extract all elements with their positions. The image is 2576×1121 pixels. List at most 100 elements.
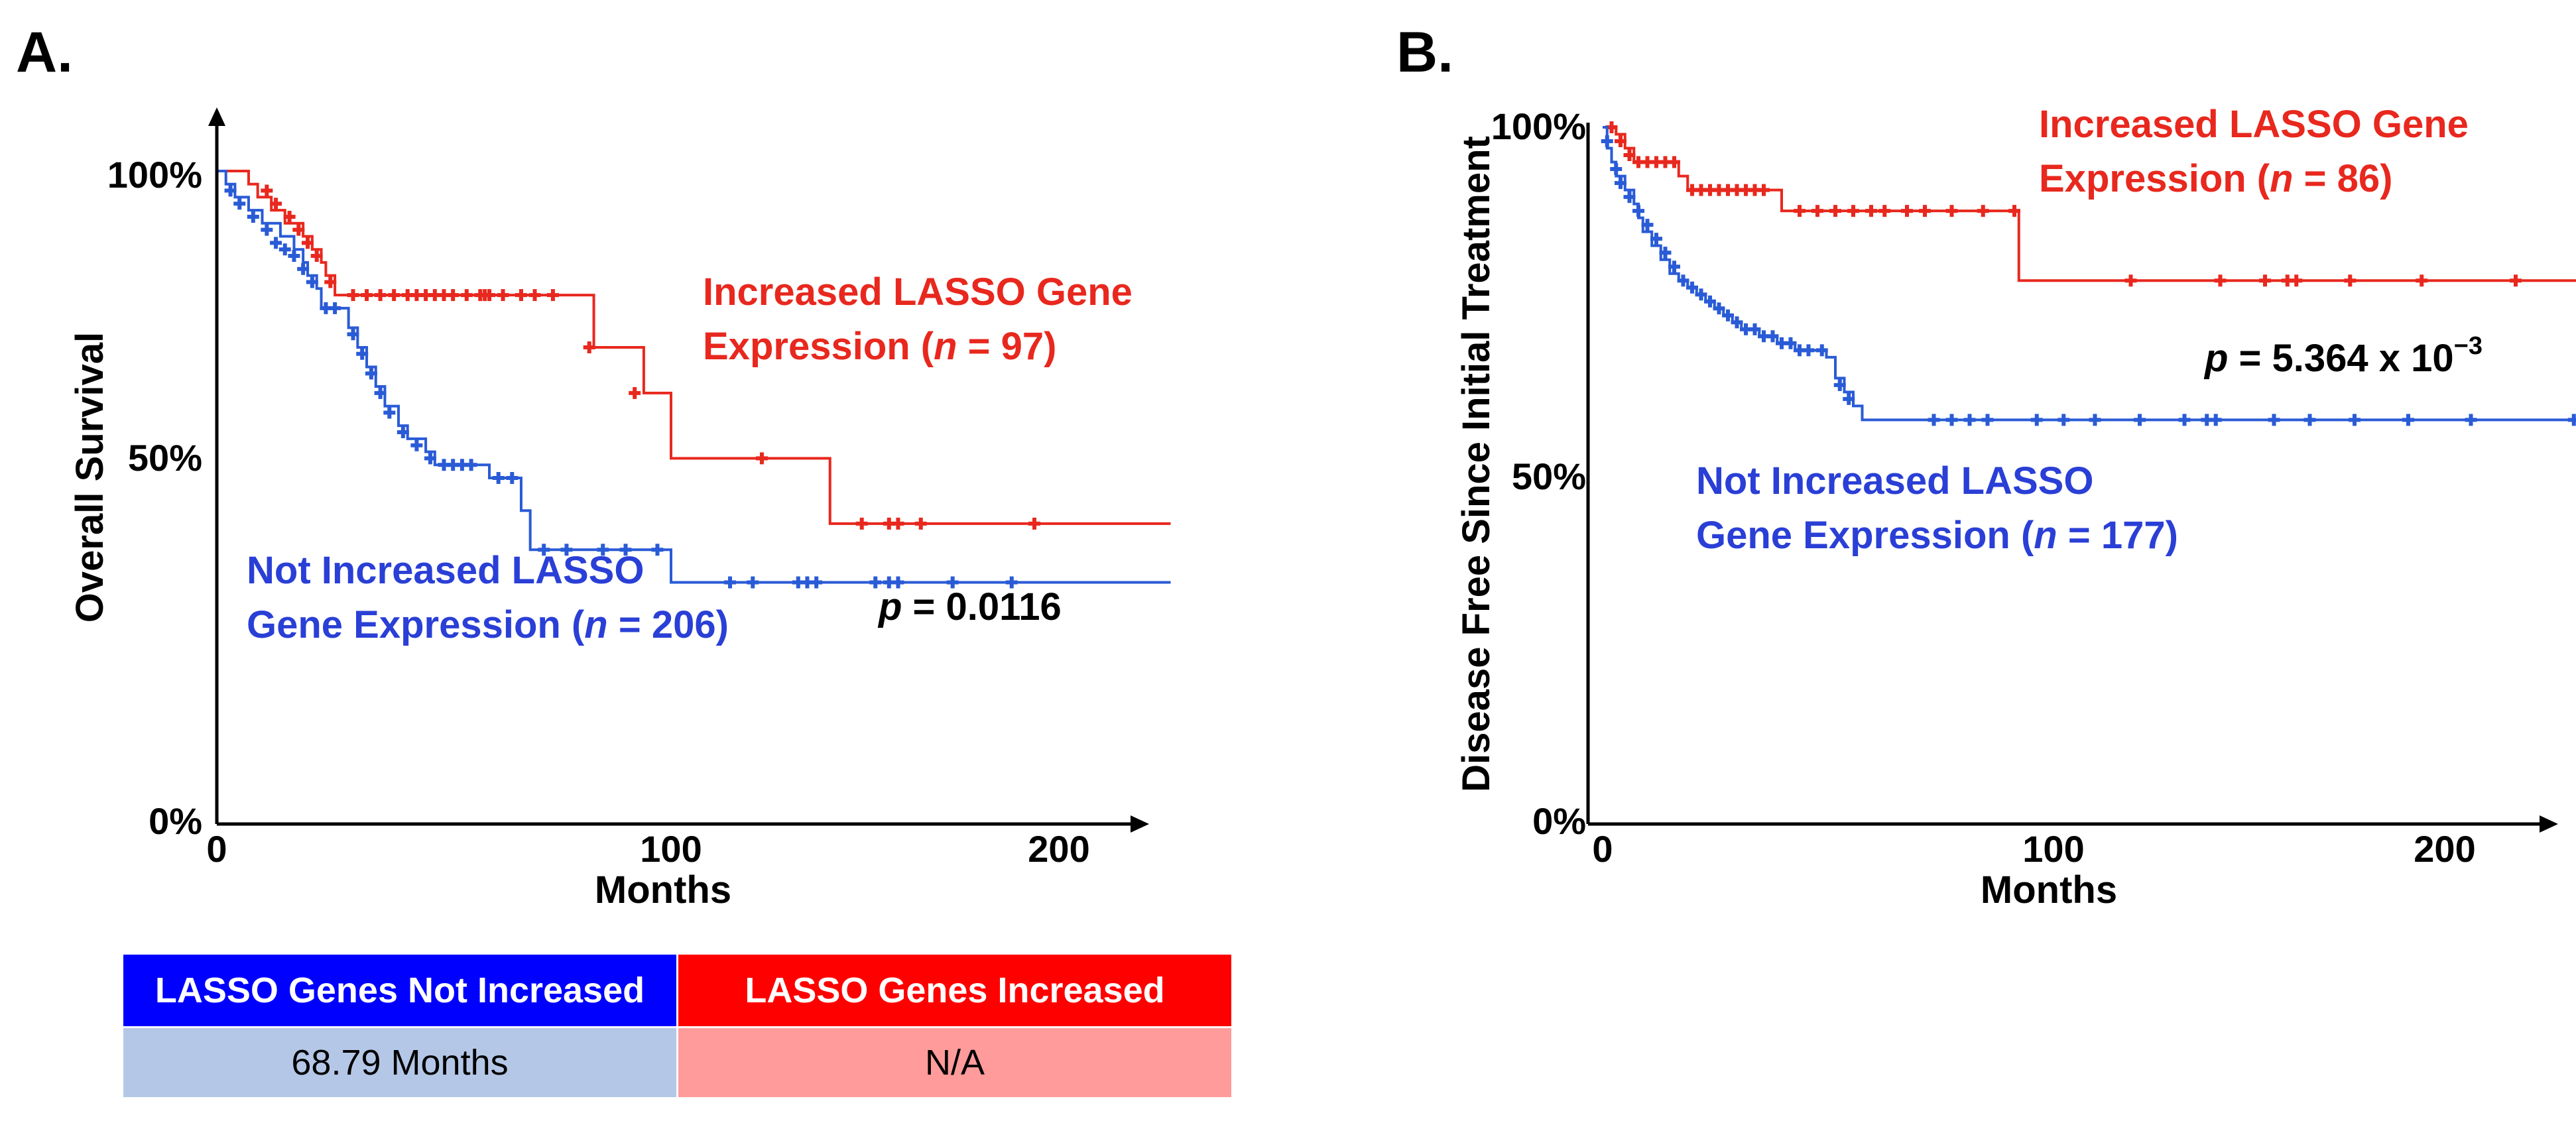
chart-b-increased-censor-mark xyxy=(1847,205,1859,217)
chart-b-not-increased-censor-mark xyxy=(1713,302,1725,315)
chart-a-x-tick-0: 0 xyxy=(206,828,227,870)
chart-b-not-increased-censor-mark xyxy=(1677,274,1689,287)
chart-a-not-increased-censor-mark xyxy=(506,471,519,484)
chart-a-increased-label-line2: Expression (n = 97) xyxy=(703,325,1057,368)
chart-b-not-increased-censor-mark xyxy=(1668,261,1680,273)
chart-b-not-increased-censor-mark xyxy=(1928,414,1940,426)
chart-b-x-tick-0: 0 xyxy=(1592,828,1613,870)
chart-a-increased-censor-mark xyxy=(1028,517,1040,530)
chart-b-increased-censor-mark xyxy=(2008,205,2020,217)
chart-b-series-layer xyxy=(1601,121,2576,426)
chart-b-increased-label-line2: Expression (n = 86) xyxy=(2039,157,2393,200)
chart-b-not-increased-censor-mark xyxy=(1601,135,1613,148)
chart-b-not-increased-censor-mark xyxy=(1731,316,1743,329)
chart-a-not-increased-censor-mark xyxy=(424,452,436,465)
chart-b-not-increased-censor-mark xyxy=(1623,191,1636,204)
chart-a-increased-censor-mark xyxy=(515,289,527,302)
chart-a-increased-censor-mark xyxy=(374,289,387,302)
chart-a-increased-censor-mark xyxy=(310,250,323,263)
chart-a-increased-censor-mark xyxy=(347,289,359,302)
chart-b-not-increased-censor-mark xyxy=(1659,247,1672,259)
chart-a-not-increased-censor-mark xyxy=(892,576,904,589)
chart-a-not-increased-censor-mark xyxy=(724,576,737,589)
chart-a-not-increased-censor-mark xyxy=(869,576,882,589)
chart-a-not-increased-censor-mark xyxy=(619,544,632,556)
chart-b-y-tick-50: 50% xyxy=(1512,455,1586,497)
chart-a-not-increased-censor-mark xyxy=(597,544,609,556)
chart-a-increased-censor-mark xyxy=(546,289,559,302)
chart-a-not-increased-censor-mark xyxy=(270,237,282,249)
chart-b-not-increased-censor-mark xyxy=(2268,414,2280,426)
chart-b-not-increased-censor-mark xyxy=(1945,414,1958,426)
chart-a-not-increased-censor-mark xyxy=(261,223,273,236)
chart-a-x-tick-100: 100 xyxy=(640,828,702,870)
chart-b-increased-censor-mark xyxy=(1945,205,1958,217)
chart-b-not-increased-censor-mark xyxy=(2178,414,2191,426)
chart-b-increased-censor-mark xyxy=(1758,184,1770,196)
chart-a-increased-censor-mark xyxy=(483,289,495,302)
chart-b-y-tick-0: 0% xyxy=(1532,800,1586,842)
chart-b-y-tick-100: 100% xyxy=(1491,105,1586,147)
chart-a-not-increased-label-line2: Gene Expression (n = 206) xyxy=(247,603,729,646)
chart-a-not-increased-censor-mark xyxy=(810,576,823,589)
chart-b-increased-censor-mark xyxy=(1615,135,1626,148)
chart-a-p-value: p = 0.0116 xyxy=(877,585,1062,628)
chart-a-y-axis-title: Overall Survival xyxy=(68,332,111,622)
chart-b-not-increased-censor-mark xyxy=(2402,414,2414,426)
chart-a-not-increased-censor-mark xyxy=(374,386,387,399)
chart-a-increased-censor-mark xyxy=(270,198,282,210)
chart-a-not-increased-censor-mark xyxy=(278,243,291,256)
chart-b-not-increased-censor-mark xyxy=(2303,414,2316,426)
chart-b-increased-censor-mark xyxy=(1623,149,1636,162)
chart-b-increased-censor-mark xyxy=(2214,274,2227,287)
chart-a-y-axis-arrow xyxy=(208,107,225,126)
chart-a-x-axis-arrow xyxy=(1131,815,1149,833)
chart-b-not-increased-censor-mark xyxy=(1843,392,1855,405)
value-increased: N/A xyxy=(676,1026,1233,1099)
chart-a-increased-censor-mark xyxy=(892,517,904,530)
chart-a-not-increased-censor-mark xyxy=(233,198,246,210)
chart-a-not-increased-curve xyxy=(217,170,1171,584)
chart-a-y-tick-50: 50% xyxy=(128,437,202,479)
chart-a-increased-censor-mark xyxy=(292,223,305,236)
median-table-header-row: LASSO Genes Not Increased LASSO Genes In… xyxy=(121,953,1233,1028)
chart-a-not-increased-label-line1: Not Increased LASSO xyxy=(247,549,644,592)
chart-b-x-tick-100: 100 xyxy=(2022,828,2084,870)
chart-b-not-increased-censor-mark xyxy=(1632,205,1644,217)
chart-a-increased-censor-mark xyxy=(361,289,373,302)
chart-b-increased-censor-mark xyxy=(1919,205,1931,217)
chart-a-increased-censor-mark xyxy=(302,237,314,249)
chart-a-increased-censor-mark xyxy=(914,517,927,530)
chart-b-not-increased-label-line2: Gene Expression (n = 177) xyxy=(1696,514,2178,557)
chart-b-not-increased-censor-mark xyxy=(2057,414,2070,426)
chart-a-increased-censor-mark xyxy=(756,452,768,465)
chart-b-increased-censor-mark xyxy=(2416,274,2428,287)
chart-b-not-increased-censor-mark xyxy=(1784,337,1797,349)
chart-b-increased-curve xyxy=(1603,126,2576,282)
median-table-value-row: 68.79 Months N/A xyxy=(121,1026,1233,1099)
chart-b-increased-censor-mark xyxy=(2259,274,2271,287)
chart-a-not-increased-censor-mark xyxy=(946,576,959,589)
chart-b-not-increased-censor-mark xyxy=(1748,323,1761,335)
chart-b-not-increased-censor-mark xyxy=(2465,414,2477,426)
header-increased: LASSO Genes Increased xyxy=(676,953,1233,1028)
chart-a-not-increased-censor-mark xyxy=(1005,576,1018,589)
chart-a-y-tick-0: 0% xyxy=(149,800,202,842)
chart-b-not-increased-censor-mark xyxy=(1650,233,1662,245)
chart-b-not-increased-censor-mark xyxy=(1641,219,1654,231)
chart-b-not-increased-censor-mark xyxy=(1610,163,1623,176)
chart-b-not-increased-censor-mark xyxy=(1802,344,1815,357)
chart-a-not-increased-censor-mark xyxy=(397,426,409,438)
chart-b-p-value: p = 5.364 x 10−3 xyxy=(2203,332,2483,380)
chart-a-not-increased-censor-mark xyxy=(651,544,664,556)
chart-a-not-increased-censor-mark xyxy=(356,347,369,360)
chart-b-not-increased-censor-mark xyxy=(1815,344,1828,357)
chart-a-not-increased-censor-mark xyxy=(465,459,477,471)
chart-b-not-increased-censor-mark xyxy=(1766,330,1779,343)
chart-b-increased-censor-mark xyxy=(1865,205,1877,217)
chart-b-increased-label-line1: Increased LASSO Gene xyxy=(2039,103,2469,146)
chart-b-not-increased-censor-mark xyxy=(2030,414,2043,426)
chart-a-increased-censor-mark xyxy=(261,184,273,197)
chart-b-not-increased-censor-mark xyxy=(2567,414,2576,426)
